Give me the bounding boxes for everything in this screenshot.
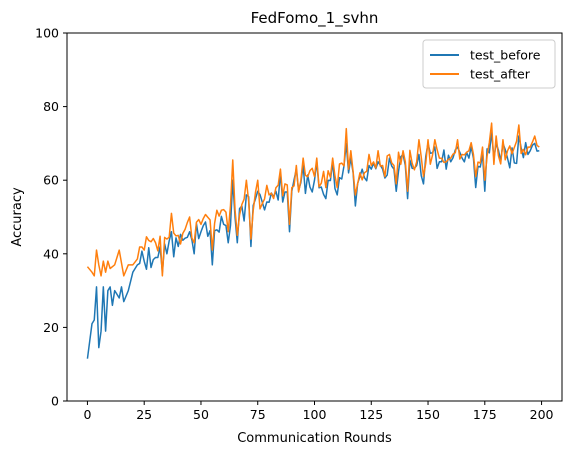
x-tick-label: 175: [473, 407, 497, 422]
legend-label-test-after: test_after: [470, 67, 531, 82]
legend-box: [422, 39, 556, 89]
x-tick-label: 200: [530, 407, 554, 422]
x-tick-label: 75: [250, 407, 266, 422]
x-tick-label: 100: [303, 407, 327, 422]
x-tick-label: 50: [193, 407, 209, 422]
x-tick-label: 150: [416, 407, 440, 422]
y-axis-label: Accuracy: [10, 187, 25, 247]
x-tick-label: 0: [83, 407, 91, 422]
y-tick-label: 100: [35, 26, 59, 41]
legend: test_before test_after: [422, 39, 556, 89]
x-tick-label: 125: [359, 407, 383, 422]
x-axis-ticks: 0 25 50 75 100 125 150 175 200: [83, 401, 554, 422]
y-tick-label: 60: [43, 173, 59, 188]
y-tick-label: 80: [43, 99, 59, 114]
y-tick-label: 20: [43, 320, 59, 335]
legend-label-test-before: test_before: [470, 48, 541, 63]
y-axis-ticks: 0 20 40 60 80 100: [35, 26, 67, 409]
x-tick-label: 25: [136, 407, 152, 422]
y-tick-label: 0: [51, 394, 59, 409]
x-axis-label: Communication Rounds: [237, 431, 392, 446]
series-layer: [86, 122, 540, 359]
chart-title: FedFomo_1_svhn: [251, 9, 379, 28]
y-tick-label: 40: [43, 246, 59, 261]
series-line-test-after: [86, 122, 540, 277]
